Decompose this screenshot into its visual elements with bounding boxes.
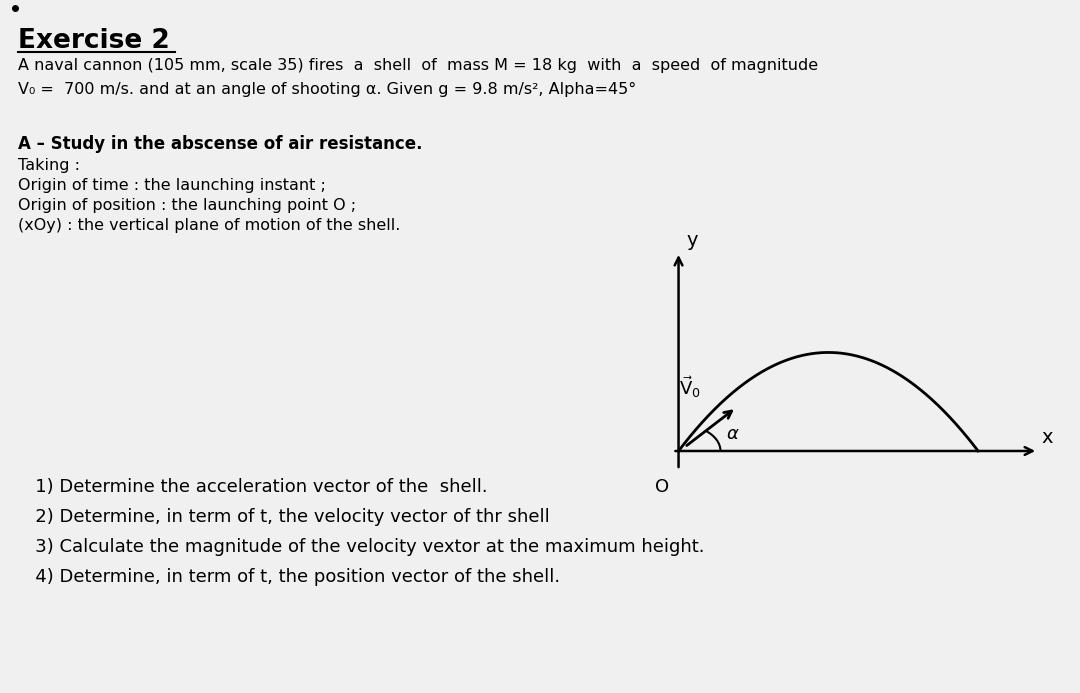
Text: $\mathregular{\vec{V}_0}$: $\mathregular{\vec{V}_0}$ xyxy=(678,374,700,400)
Text: A naval cannon (105 mm, scale 35) fires  a  shell  of  mass M = 18 kg  with  a  : A naval cannon (105 mm, scale 35) fires … xyxy=(18,58,819,73)
Text: $\alpha$: $\alpha$ xyxy=(727,426,740,444)
Text: Exercise 2: Exercise 2 xyxy=(18,28,170,54)
Text: 1) Determine the acceleration vector of the  shell.: 1) Determine the acceleration vector of … xyxy=(18,478,488,496)
Text: 3) Calculate the magnitude of the velocity vextor at the maximum height.: 3) Calculate the magnitude of the veloci… xyxy=(18,538,704,556)
Text: O: O xyxy=(654,477,669,495)
Text: 4) Determine, in term of t, the position vector of the shell.: 4) Determine, in term of t, the position… xyxy=(18,568,561,586)
Text: (xOy) : the vertical plane of motion of the shell.: (xOy) : the vertical plane of motion of … xyxy=(18,218,401,233)
Text: V₀ =  700 m/s. and at an angle of shooting α. Given g = 9.8 m/s², Alpha=45°: V₀ = 700 m/s. and at an angle of shootin… xyxy=(18,82,636,97)
Text: 2) Determine, in term of t, the velocity vector of thr shell: 2) Determine, in term of t, the velocity… xyxy=(18,508,550,526)
Text: y: y xyxy=(686,231,698,250)
Text: A – Study in the abscense of air resistance.: A – Study in the abscense of air resista… xyxy=(18,135,422,153)
Text: Taking :: Taking : xyxy=(18,158,80,173)
Text: Origin of position : the launching point O ;: Origin of position : the launching point… xyxy=(18,198,356,213)
Text: Origin of time : the launching instant ;: Origin of time : the launching instant ; xyxy=(18,178,326,193)
Text: x: x xyxy=(1041,428,1053,447)
